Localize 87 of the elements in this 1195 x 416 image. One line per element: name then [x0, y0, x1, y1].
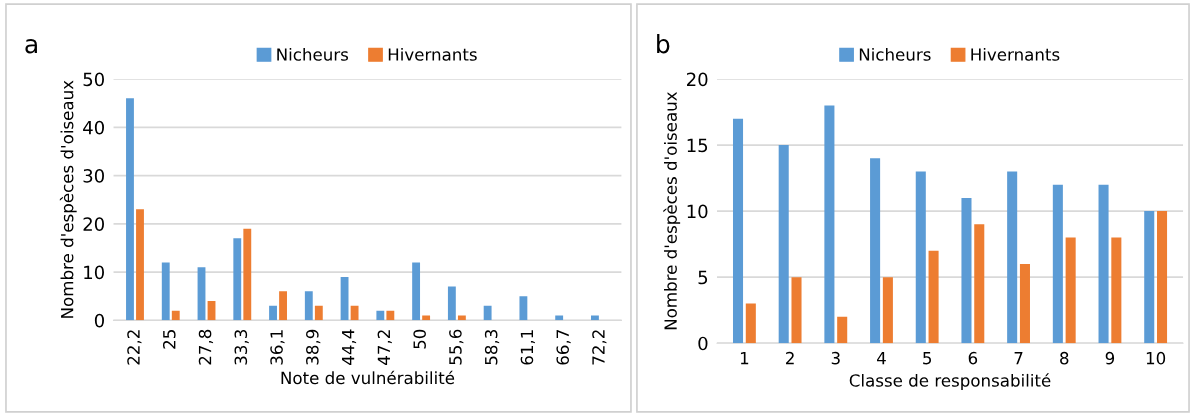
chart-title: b: [657, 34, 670, 54]
x-tick-label: 6: [968, 351, 978, 365]
y-tick-label: 30: [83, 169, 104, 183]
bar: [161, 262, 170, 321]
legend-label: Nicheurs: [277, 47, 349, 61]
bar: [314, 305, 323, 321]
bar: [555, 315, 564, 321]
bar: [778, 145, 789, 344]
x-tick-label: 2: [786, 351, 794, 365]
bar: [483, 305, 492, 321]
bar: [422, 315, 431, 321]
x-axis-title: Note de vulnérabilité: [281, 370, 455, 385]
y-tick-label: 20: [83, 217, 104, 231]
y-tick-label: 0: [698, 336, 708, 351]
bar: [1007, 171, 1018, 344]
y-tick-label: 5: [698, 270, 708, 285]
x-tick-label: 25: [162, 330, 176, 349]
bar: [412, 262, 421, 321]
bar: [243, 228, 252, 321]
bar: [136, 209, 144, 321]
x-tick-label: 7: [1014, 352, 1023, 365]
x-tick-label: 58,3: [484, 329, 500, 365]
bar: [304, 291, 313, 321]
x-axis-title: Classe de responsabilité: [849, 373, 1051, 391]
bar: [269, 305, 277, 321]
bar: [837, 316, 848, 344]
bar: [882, 277, 893, 344]
y-axis-title: Nombre d'espèces d'oiseaux: [59, 80, 77, 318]
legend-label: Nicheurs: [859, 47, 931, 61]
x-tick-label: 36,1: [270, 330, 285, 365]
bar: [915, 171, 926, 344]
bar: [171, 310, 180, 321]
x-tick-label: 9: [1105, 351, 1115, 365]
bar: [1019, 263, 1030, 344]
bar: [386, 310, 395, 321]
bar: [279, 291, 287, 321]
bar: [791, 277, 802, 344]
x-tick-label: 8: [1060, 351, 1069, 365]
bar: [824, 105, 835, 344]
x-tick-label: 50: [413, 329, 426, 349]
x-tick-label: 72,2: [592, 330, 607, 365]
y-tick-label: 10: [84, 265, 104, 280]
x-tick-label: 5: [923, 352, 932, 365]
bar: [457, 315, 466, 321]
bar: [376, 310, 385, 321]
legend-label: Hivernants: [971, 47, 1060, 61]
bar: [870, 158, 881, 344]
bar: [1098, 184, 1109, 344]
y-tick-label: 50: [83, 72, 104, 87]
bar: [519, 296, 528, 321]
bar: [447, 286, 456, 321]
x-tick-label: 55,6: [449, 329, 464, 365]
bar: [1144, 211, 1155, 344]
y-axis-title: Nombre d'espèces d'oiseaux: [663, 91, 681, 330]
bar: [591, 315, 599, 321]
bar: [350, 305, 359, 321]
bar: [1111, 237, 1122, 344]
x-tick-label: 66,7: [556, 330, 571, 365]
chart-title: a: [25, 39, 37, 54]
x-tick-label: 33,3: [234, 329, 249, 365]
y-tick-label: 20: [687, 72, 708, 87]
x-tick-label: 44,4: [342, 329, 357, 365]
x-tick-label: 27,8: [198, 329, 214, 365]
bar: [745, 303, 756, 344]
bar: [1052, 184, 1063, 344]
y-tick-label: 10: [687, 204, 708, 219]
x-tick-label: 61,1: [520, 330, 535, 365]
bar: [732, 118, 744, 344]
bar: [974, 224, 985, 344]
bar: [928, 250, 939, 344]
x-tick-label: 1: [740, 352, 749, 365]
bar: [1065, 237, 1076, 344]
y-tick-label: 0: [94, 313, 104, 328]
bar: [340, 276, 349, 321]
bar: [126, 98, 134, 321]
bar: [961, 197, 972, 344]
x-tick-label: 3: [831, 351, 840, 365]
bar: [233, 238, 242, 321]
x-tick-label: 10: [1146, 351, 1166, 365]
bar: [1157, 211, 1168, 344]
y-tick-label: 15: [687, 138, 708, 153]
y-tick-label: 40: [83, 120, 104, 135]
legend-label: Hivernants: [388, 47, 477, 61]
x-tick-label: 47,2: [377, 330, 392, 365]
x-tick-label: 22,2: [127, 330, 142, 365]
x-tick-label: 38,9: [306, 329, 321, 365]
x-tick-label: 4: [877, 352, 886, 365]
